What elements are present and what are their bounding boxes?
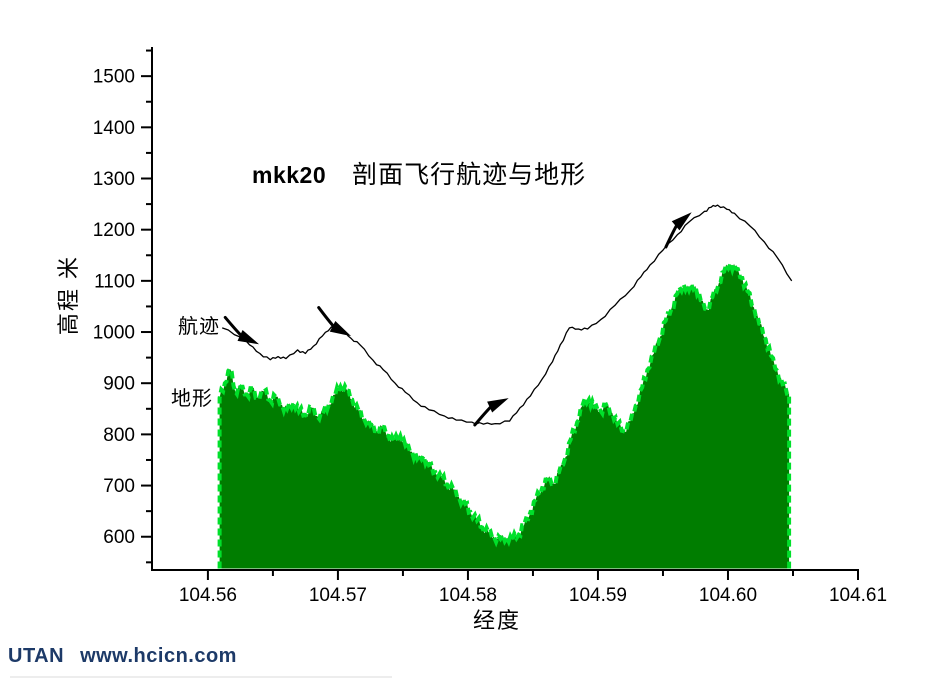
x-axis-label: 经度	[472, 608, 521, 633]
y-tick-label: 1300	[93, 169, 135, 190]
footer-watermark: UTAN www.hcicn.com	[8, 645, 237, 668]
chart-title-prefix: mkk20	[252, 162, 327, 188]
y-tick-label: 1000	[93, 323, 135, 344]
flight-direction-arrow	[664, 212, 692, 249]
footer-site-url: www.hcicn.com	[80, 645, 237, 667]
x-tick-label: 104.57	[309, 585, 367, 606]
arrow-head	[671, 212, 692, 231]
terrain-area	[219, 263, 790, 569]
x-tick-label: 104.56	[179, 585, 237, 606]
footer-divider	[10, 676, 392, 678]
flight-direction-arrow	[223, 315, 260, 345]
arrow-head	[487, 398, 509, 413]
chart-title-text: 剖面飞行航迹与地形	[352, 161, 587, 189]
y-tick-label: 700	[103, 476, 135, 497]
terrain-series-label: 地形	[171, 388, 213, 410]
y-tick-label: 800	[103, 425, 135, 446]
y-tick-label: 1500	[93, 67, 135, 88]
y-tick-label: 1200	[93, 220, 135, 241]
flight-path-series-label: 航迹	[178, 316, 220, 338]
flight-direction-arrow	[473, 398, 509, 427]
x-tick-label: 104.61	[829, 585, 887, 606]
x-tick-label: 104.59	[569, 585, 627, 606]
arrow-head	[329, 320, 352, 337]
y-tick-label: 1400	[93, 118, 135, 139]
flight-direction-arrow	[317, 306, 352, 337]
terrain-outline	[217, 257, 792, 569]
y-tick-label: 1100	[94, 271, 135, 292]
x-tick-label: 104.60	[699, 585, 757, 606]
flight-path-line	[221, 204, 793, 425]
x-tick-label: 104.58	[439, 585, 497, 606]
y-tick-label: 600	[103, 527, 135, 548]
y-tick-label: 900	[103, 374, 135, 395]
chart-title: mkk20 剖面飞行航迹与地形	[252, 155, 586, 191]
arrow-head	[237, 329, 260, 345]
y-axis-label: 高程 米	[56, 254, 81, 336]
footer-brand: UTAN	[8, 645, 65, 667]
